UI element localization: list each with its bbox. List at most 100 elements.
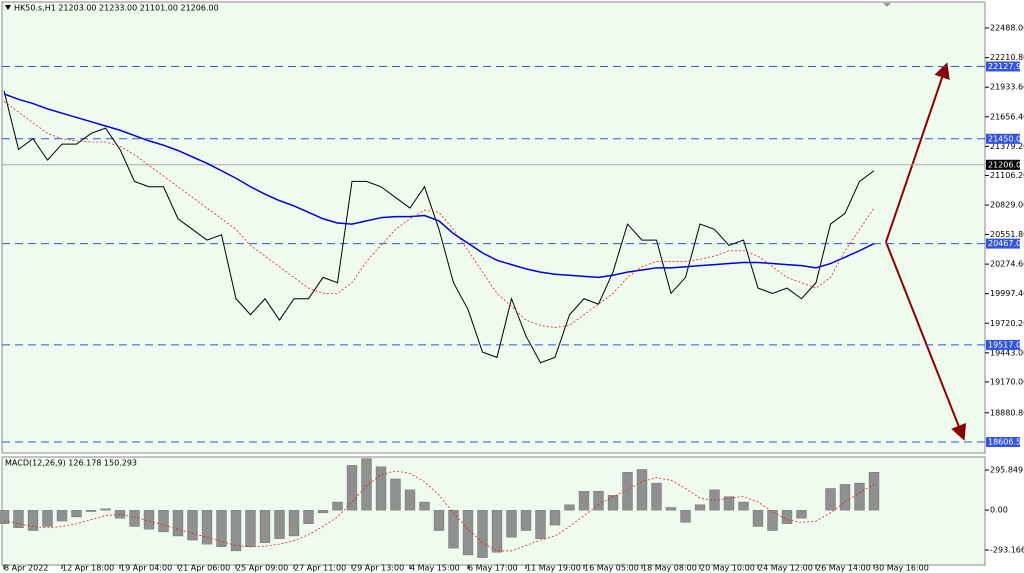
down-arrow xyxy=(885,241,967,441)
x-tick-label: 30 May 16:00 xyxy=(874,564,929,573)
macd-bar xyxy=(781,510,793,524)
macd-bar xyxy=(665,507,677,511)
macd-bar xyxy=(332,501,343,511)
macd-bar xyxy=(375,466,387,511)
macd-bar xyxy=(216,510,227,548)
macd-bar xyxy=(419,501,430,511)
level-label: 18606.58 xyxy=(988,438,1024,447)
macd-bar xyxy=(13,510,24,528)
macd-bar xyxy=(535,510,546,539)
level-label: 22127.93 xyxy=(988,62,1024,71)
x-tick-label: 16 May 05:00 xyxy=(584,564,639,573)
macd-bar xyxy=(143,510,155,530)
y-tick-label: 20829.00 xyxy=(990,200,1024,209)
y-tick-label: 21656.40 xyxy=(990,112,1024,121)
macd-bar xyxy=(680,510,691,523)
macd-bar xyxy=(767,510,778,531)
macd-bar xyxy=(578,491,590,511)
macd-bar xyxy=(520,510,532,531)
macd-bar xyxy=(114,510,126,519)
macd-bar xyxy=(636,469,648,511)
macd-bar xyxy=(158,510,169,533)
macd-bar xyxy=(404,489,416,511)
macd-bar xyxy=(230,510,242,552)
level-label: 20467.00 xyxy=(988,239,1024,248)
macd-bar xyxy=(564,504,575,511)
macd-bar xyxy=(71,510,82,518)
level-label: 21206.00 xyxy=(988,160,1024,169)
macd-bar xyxy=(694,504,706,511)
x-tick-label: 24 May 12:00 xyxy=(758,564,813,573)
shift-marker xyxy=(883,3,891,7)
y-tick-label: 22210.80 xyxy=(990,53,1024,62)
x-tick-label: 18 May 08:00 xyxy=(642,564,697,573)
macd-bar xyxy=(201,510,213,545)
macd-bar xyxy=(100,508,111,511)
y-tick-label: 19720.20 xyxy=(990,319,1024,328)
macd-bar xyxy=(796,510,807,519)
macd-bar xyxy=(259,510,271,543)
macd-bar xyxy=(462,510,474,556)
price-panel xyxy=(1,1,986,454)
macd-bar xyxy=(549,510,561,526)
level-label-box xyxy=(986,339,1020,350)
x-tick-label: 11 May 19:00 xyxy=(526,564,581,573)
series-line xyxy=(3,90,875,364)
level-label: 21450.00 xyxy=(988,134,1024,143)
macd-bar xyxy=(245,510,256,548)
macd-bar xyxy=(346,465,358,511)
macd-bar xyxy=(723,496,735,511)
y-tick-label: 20274.60 xyxy=(990,260,1024,269)
macd-bar xyxy=(825,488,836,511)
macd-bar xyxy=(361,458,372,511)
macd-bar xyxy=(129,510,140,527)
level-label-box xyxy=(986,159,1020,170)
y-tick-label: 21933.60 xyxy=(990,83,1024,92)
x-tick-label: 20 May 10:00 xyxy=(700,564,755,573)
level-label-box xyxy=(986,61,1020,72)
macd-bar xyxy=(651,482,662,511)
macd-bar xyxy=(433,510,445,531)
macd-bar xyxy=(448,510,459,549)
macd-bar xyxy=(506,510,517,538)
macd-title: MACD(12,26,9) 126.178 150.293 xyxy=(5,459,137,468)
series-line xyxy=(3,93,875,279)
macd-bar xyxy=(622,472,633,511)
chart-title: HK50.s,H1 21203.00 21233.00 21101.00 212… xyxy=(14,4,219,13)
level-label: 19517.00 xyxy=(988,340,1024,349)
macd-bar xyxy=(491,510,503,553)
macd-bar xyxy=(390,478,401,511)
x-tick-label: 21 Apr 06:00 xyxy=(178,564,230,573)
macd-bar xyxy=(839,484,851,511)
signal-line xyxy=(3,470,875,552)
macd-bar xyxy=(172,510,184,537)
x-tick-label: 8 Apr 2022 xyxy=(4,564,48,573)
macd-bar xyxy=(0,510,10,524)
macd-bar xyxy=(56,510,68,522)
macd-bar xyxy=(317,510,329,514)
x-tick-label: 12 Apr 18:00 xyxy=(62,564,114,573)
macd-bar xyxy=(303,510,314,524)
x-tick-label: 26 May 14:00 xyxy=(816,564,871,573)
x-tick-label: 4 May 15:00 xyxy=(410,564,460,573)
x-tick-label: 6 May 17:00 xyxy=(468,564,518,573)
x-tick-label: 25 Apr 09:00 xyxy=(236,564,288,573)
macd-bar xyxy=(27,510,39,531)
macd-bar xyxy=(868,472,880,511)
macd-bar xyxy=(477,510,488,558)
macd-bar xyxy=(752,510,764,527)
y-tick-label: 19997.40 xyxy=(990,289,1024,298)
y-tick-label: 19170.00 xyxy=(990,377,1024,386)
macd-bar xyxy=(288,510,300,537)
macd-bar xyxy=(85,510,97,512)
level-label-box xyxy=(986,437,1020,448)
macd-bar xyxy=(607,495,619,511)
macd-bar xyxy=(593,491,604,511)
macd-bar xyxy=(738,501,749,511)
y-tick-label: 295.849 xyxy=(990,466,1023,475)
macd-bar xyxy=(854,482,865,511)
y-tick-label: 21106.20 xyxy=(990,171,1024,180)
y-tick-label: 18880.80 xyxy=(990,408,1024,417)
y-tick-label: 21379.20 xyxy=(990,142,1024,151)
